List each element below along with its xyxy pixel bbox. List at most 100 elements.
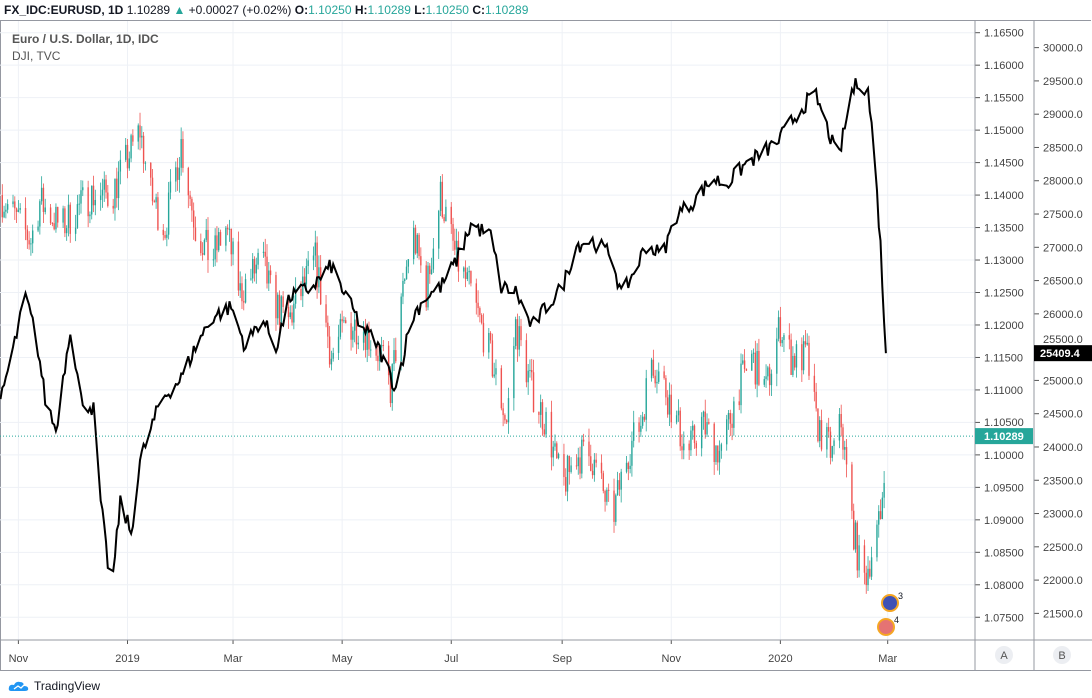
candle-body (3, 211, 5, 218)
dji-last-label: 25409.4 (1040, 348, 1081, 360)
candle-body (568, 455, 571, 472)
candle-body (600, 462, 603, 474)
candle-body (117, 171, 120, 199)
candle-body (28, 240, 30, 245)
candle-body (420, 256, 422, 266)
candle-body (806, 342, 808, 345)
candle-body (865, 572, 867, 586)
low-value: 1.10250 (425, 3, 469, 17)
x-axis-label: Jul (444, 653, 458, 665)
candle-body (357, 342, 359, 345)
eu-event-icon[interactable] (881, 594, 899, 612)
candle-body (101, 189, 104, 196)
candle-body (768, 367, 771, 386)
candle-body (565, 477, 567, 492)
candle-body (470, 270, 472, 284)
candle-body (187, 167, 190, 196)
axis-a-label: 1.08000 (984, 580, 1024, 592)
candle-body (477, 302, 479, 309)
candle-body (543, 429, 545, 435)
candle-body (495, 368, 497, 375)
candle-body (5, 209, 7, 212)
candle-body (588, 441, 590, 457)
candle-body (808, 342, 810, 376)
candle-body (681, 446, 683, 451)
candle-body (529, 370, 531, 372)
candle-body (119, 159, 122, 172)
candle-body (545, 411, 547, 435)
candle-body (645, 378, 647, 420)
candle-body (745, 369, 748, 371)
candle-body (879, 511, 882, 519)
candle-body (128, 158, 130, 169)
scale-button-a[interactable] (995, 646, 1013, 664)
candle-body (556, 443, 558, 459)
candle-body (702, 411, 705, 417)
axis-a-label: 1.07500 (984, 612, 1024, 624)
axis-a-label: 1.16000 (984, 60, 1024, 72)
candle-body (758, 350, 760, 385)
candle-body (130, 135, 132, 159)
candle-body (867, 568, 869, 586)
axis-b-label: 28000.0 (1043, 176, 1083, 188)
candle-body (370, 349, 372, 351)
candle-body (219, 232, 222, 246)
candle-body (268, 270, 270, 284)
overlay-series-title: DJI, TVC (12, 49, 61, 63)
candle-body (718, 450, 721, 463)
candle-body (294, 288, 297, 304)
candle-body (591, 470, 594, 476)
candle-body (89, 214, 91, 217)
scale-button-b[interactable] (1053, 646, 1071, 664)
candle-body (454, 240, 456, 250)
candle-body (638, 422, 640, 432)
candle-body (763, 379, 765, 385)
axis-b-label: 28500.0 (1043, 142, 1083, 154)
candle-body (631, 440, 633, 466)
candle-body (856, 522, 858, 571)
candle-body (883, 482, 885, 498)
candle-body (12, 201, 14, 205)
candle-body (307, 260, 309, 267)
candle-body (450, 206, 452, 225)
candle-body (343, 320, 345, 322)
axis-b-label: 26500.0 (1043, 276, 1083, 288)
candle-body (870, 557, 873, 577)
axis-a-label: 1.09500 (984, 482, 1024, 494)
axis-b-label: 22500.0 (1043, 542, 1083, 554)
candle-body (132, 135, 134, 142)
candle-body (844, 447, 846, 450)
tradingview-logo[interactable]: TradingView (8, 679, 100, 693)
candle-body (776, 338, 778, 374)
axis-a-label: 1.15000 (984, 125, 1024, 137)
candle-body (438, 211, 440, 249)
axis-b-label: 21500.0 (1043, 608, 1083, 620)
candle-body (507, 398, 510, 423)
candle-body (266, 256, 268, 284)
candle-body (679, 410, 681, 447)
candle-body (216, 235, 218, 251)
candle-body (756, 350, 758, 385)
candle-body (116, 178, 118, 199)
x-axis-label: Nov (661, 653, 681, 665)
axis-b-label: 22000.0 (1043, 575, 1083, 587)
candle-body (706, 422, 708, 435)
candle-body (838, 414, 841, 441)
candle-body (488, 332, 490, 353)
x-axis-label: Mar (224, 653, 243, 665)
candle-body (157, 197, 159, 230)
candle-body (795, 344, 798, 368)
candle-body (330, 358, 333, 365)
us-event-icon[interactable] (877, 618, 895, 636)
axis-b-label: 29000.0 (1043, 109, 1083, 121)
candle-body (39, 201, 41, 227)
candle-body (305, 266, 308, 285)
candle-body (729, 412, 731, 424)
candle-body (727, 412, 730, 420)
candle-body (677, 410, 680, 416)
axis-a-label: 1.09000 (984, 515, 1024, 527)
up-arrow-icon: ▲ (173, 3, 186, 17)
candle-body (255, 264, 257, 274)
open-value: 1.10250 (308, 3, 352, 17)
